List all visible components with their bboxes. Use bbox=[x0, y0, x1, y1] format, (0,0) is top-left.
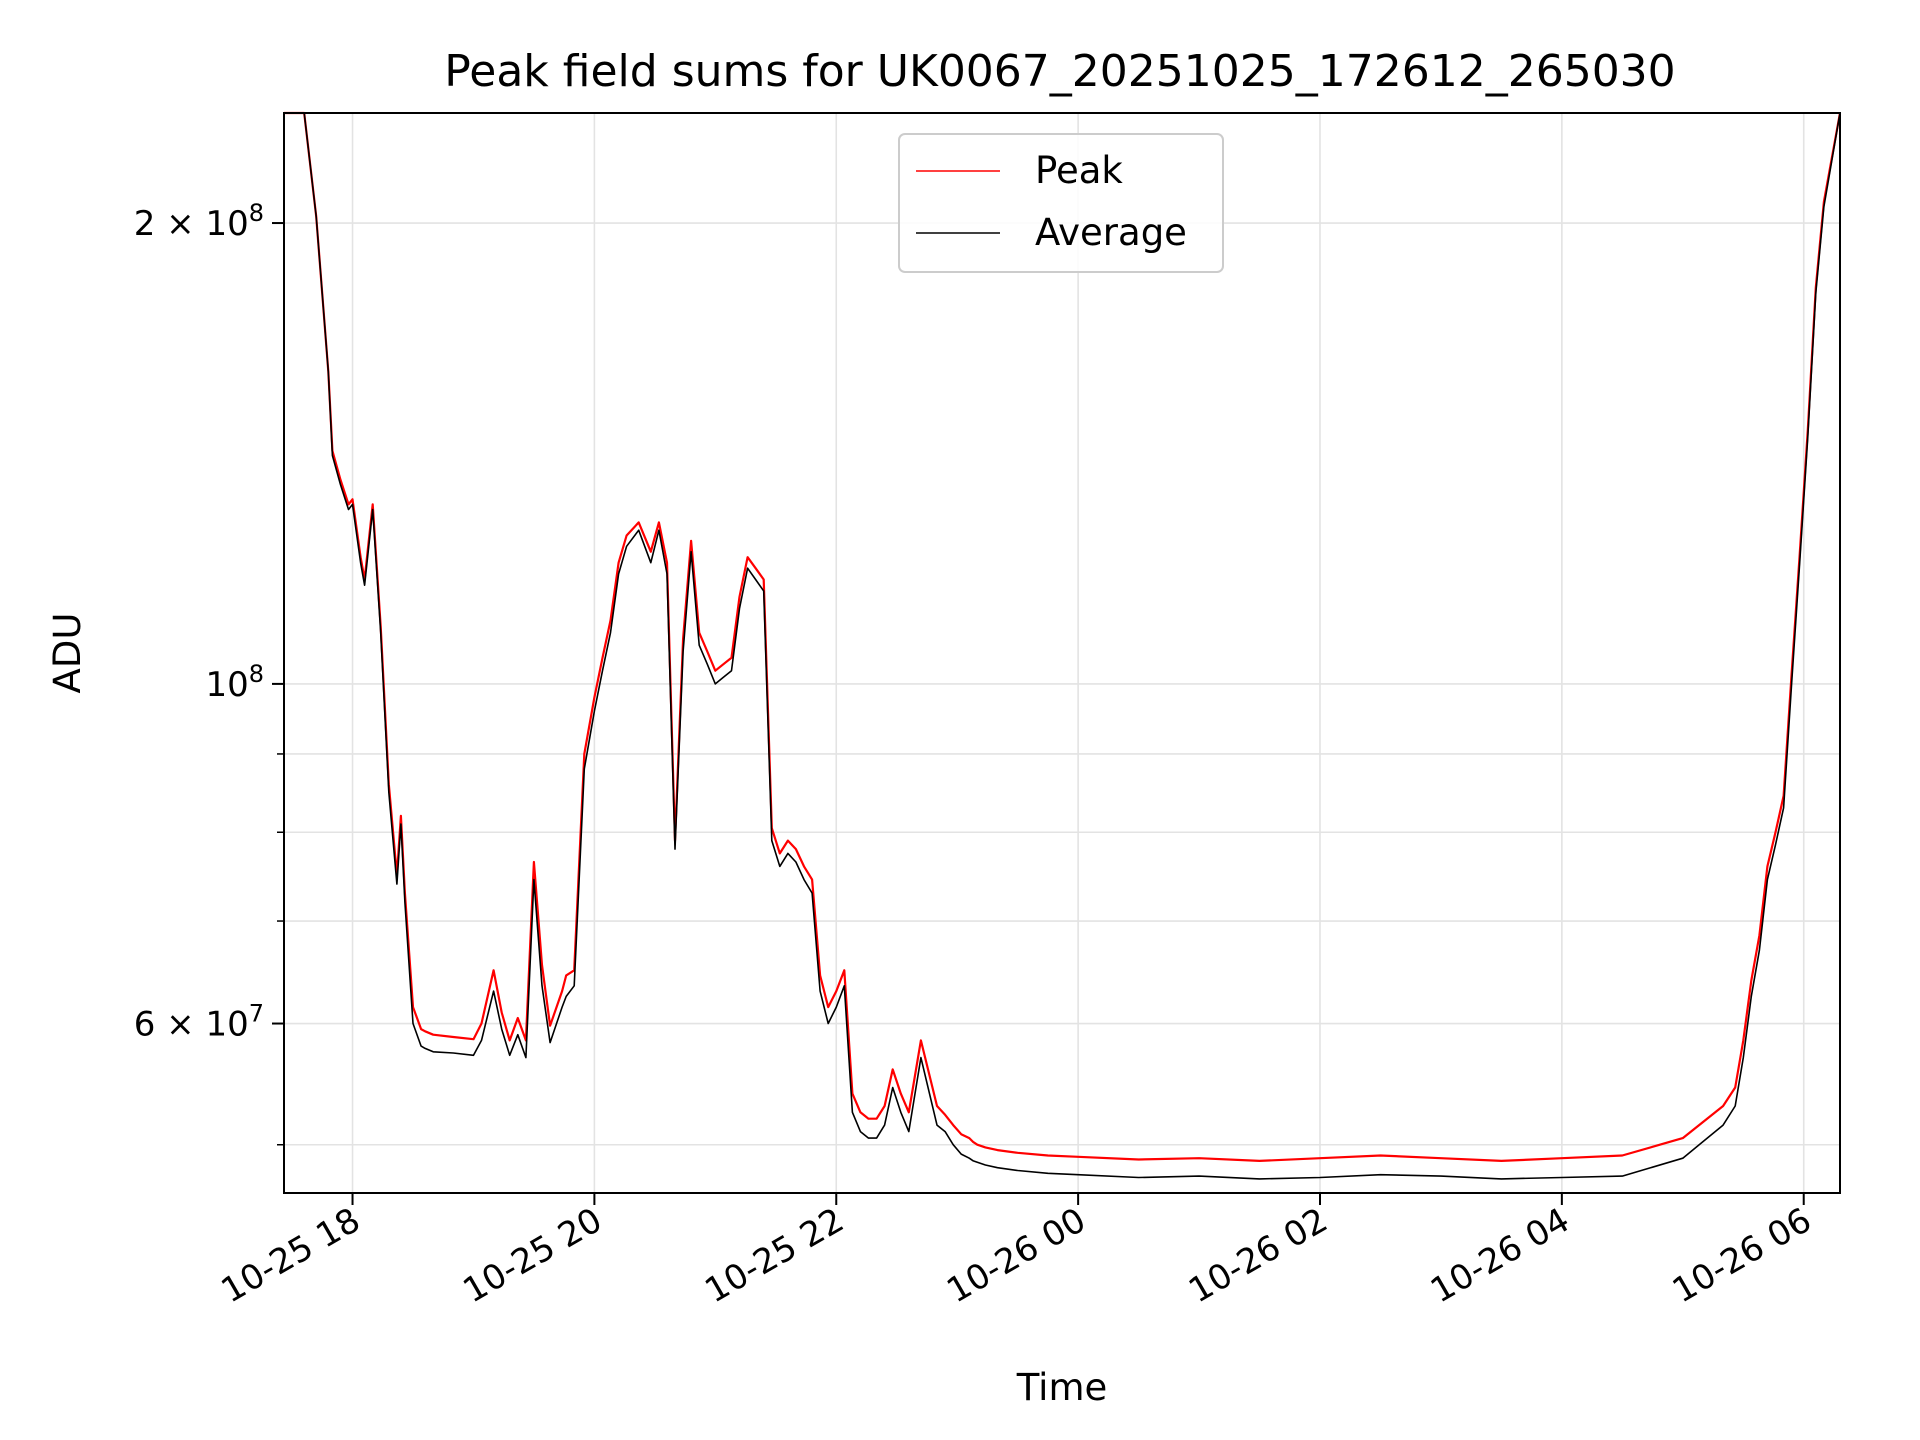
y-tick-label: 6 × 107 bbox=[134, 1000, 264, 1045]
plot-lines bbox=[284, 111, 1842, 1180]
grid bbox=[284, 113, 1840, 1193]
y-tick-label: 2 × 108 bbox=[134, 199, 264, 244]
series-line-average bbox=[284, 112, 1841, 1180]
legend-box bbox=[898, 133, 1224, 273]
x-axis-label: Time bbox=[1016, 1366, 1108, 1409]
plot-frame bbox=[283, 112, 1841, 1194]
legend-label-average: Average bbox=[1035, 211, 1187, 254]
legend-label-peak: Peak bbox=[1035, 149, 1123, 192]
y-axis-label: ADU bbox=[46, 613, 89, 694]
series-line-peak bbox=[284, 111, 1842, 1163]
legend: Peak Average bbox=[898, 133, 1224, 273]
chart-title: Peak field sums for UK0067_20251025_1726… bbox=[444, 46, 1675, 97]
